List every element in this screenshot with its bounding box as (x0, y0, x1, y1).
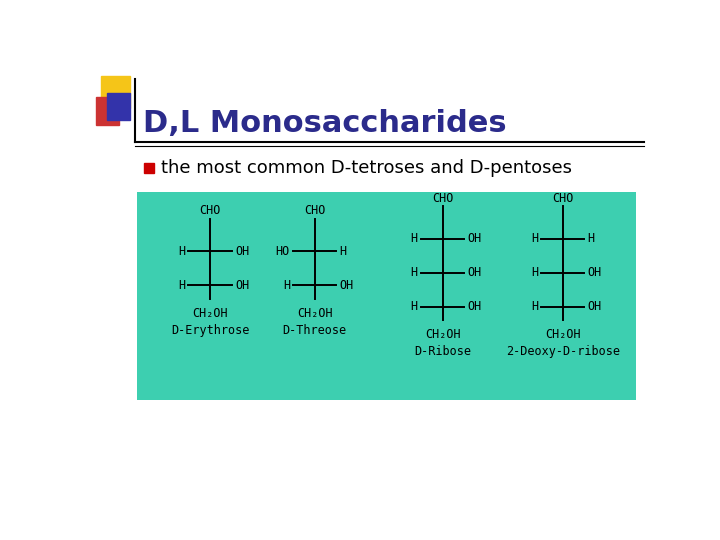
Text: OH: OH (235, 245, 249, 258)
Text: 2-Deoxy-D-ribose: 2-Deoxy-D-ribose (505, 345, 620, 358)
Text: H: H (531, 300, 538, 313)
Text: H: H (531, 232, 538, 245)
Text: D,L Monosaccharides: D,L Monosaccharides (143, 109, 506, 138)
Text: H: H (179, 245, 185, 258)
Text: OH: OH (467, 232, 482, 245)
Text: OH: OH (588, 300, 602, 313)
Text: H: H (588, 232, 595, 245)
Bar (101, 76, 130, 108)
Text: H: H (410, 266, 418, 279)
Text: the most common D-tetroses and D-pentoses: the most common D-tetroses and D-pentose… (161, 159, 572, 177)
Text: OH: OH (588, 266, 602, 279)
Text: CH₂OH: CH₂OH (192, 307, 228, 320)
Bar (144, 163, 154, 173)
Text: OH: OH (467, 300, 482, 313)
Text: H: H (531, 266, 538, 279)
Text: OH: OH (340, 279, 354, 292)
Text: CHO: CHO (199, 204, 221, 217)
Text: OH: OH (235, 279, 249, 292)
Bar (107, 92, 130, 120)
Text: CHO: CHO (432, 192, 454, 205)
Text: OH: OH (467, 266, 482, 279)
Bar (96, 97, 120, 125)
Text: CH₂OH: CH₂OH (425, 328, 460, 341)
Text: H: H (179, 279, 185, 292)
Bar (137, 192, 636, 400)
Text: D-Threose: D-Threose (283, 323, 347, 336)
Text: D-Ribose: D-Ribose (414, 345, 471, 358)
Text: H: H (410, 232, 418, 245)
Text: H: H (340, 245, 346, 258)
Text: CHO: CHO (552, 192, 573, 205)
Text: CHO: CHO (304, 204, 325, 217)
Text: CH₂OH: CH₂OH (297, 307, 333, 320)
Text: H: H (410, 300, 418, 313)
Text: HO: HO (276, 245, 290, 258)
Text: H: H (283, 279, 290, 292)
Text: D-Erythrose: D-Erythrose (171, 323, 249, 336)
Text: CH₂OH: CH₂OH (545, 328, 580, 341)
